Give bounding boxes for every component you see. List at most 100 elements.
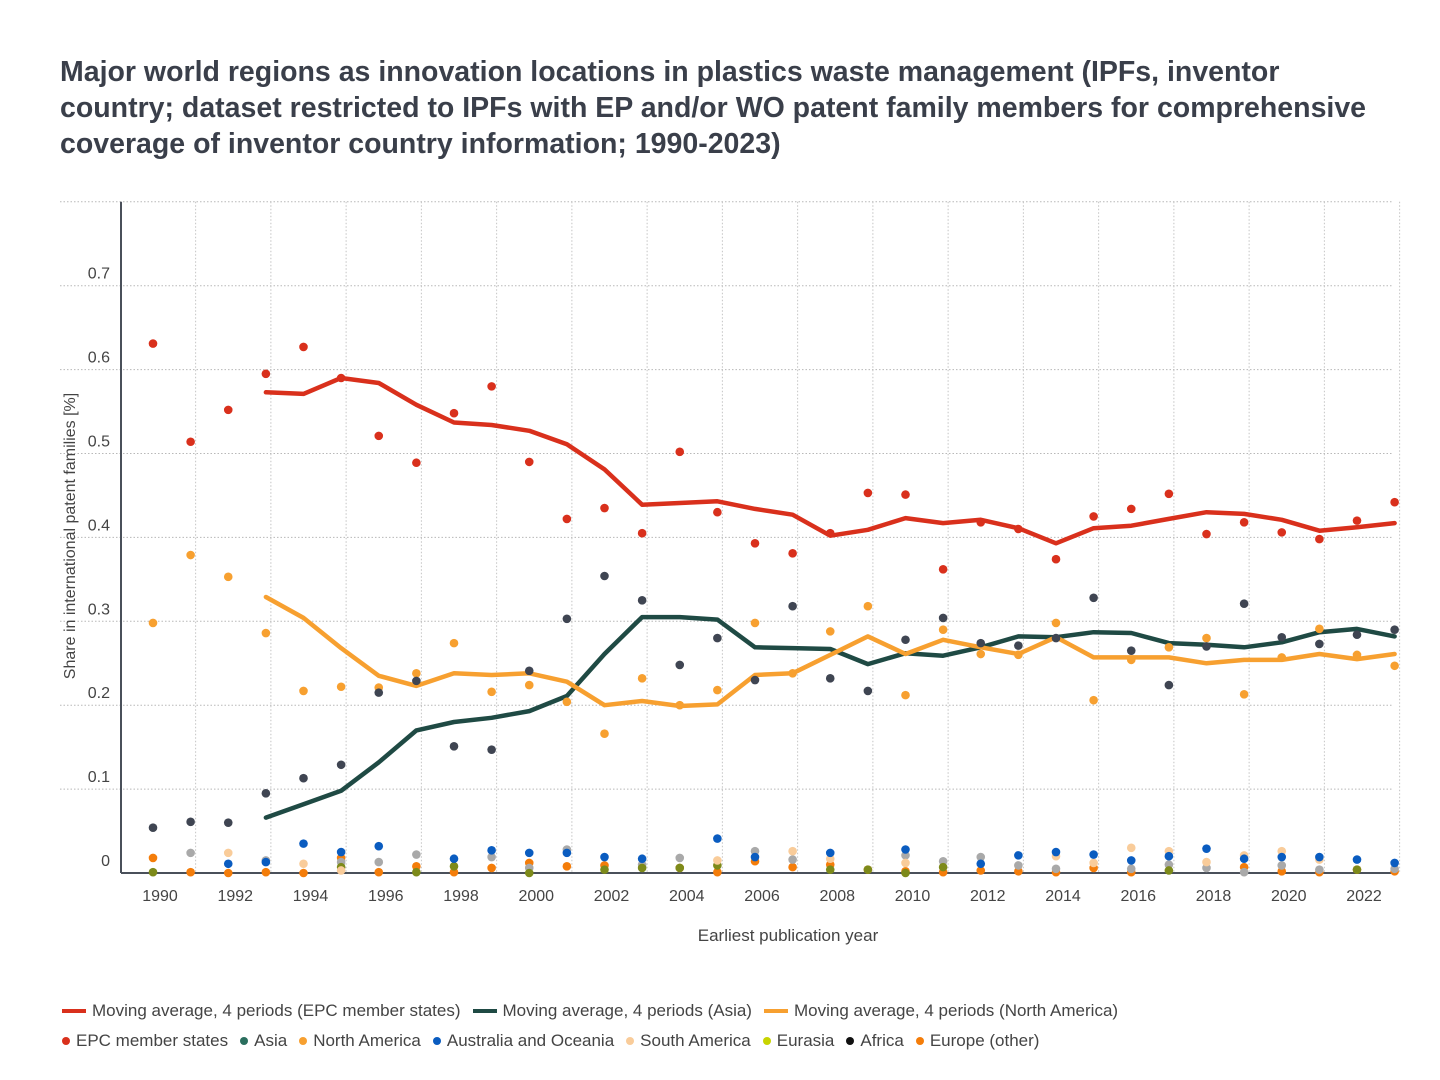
data-point (1089, 850, 1098, 859)
x-tick-label: 2004 (669, 888, 705, 905)
tick-labels: 00.10.20.30.40.50.60.7199019921994199619… (88, 266, 1382, 905)
data-point (901, 869, 910, 878)
legend-line-swatch (764, 1009, 788, 1013)
data-point (864, 489, 873, 498)
data-point (374, 842, 383, 851)
data-point (262, 789, 271, 798)
y-tick-label: 0.4 (88, 517, 110, 534)
x-tick-label: 1990 (142, 888, 178, 905)
data-point (675, 701, 684, 710)
legend-row-lines: Moving average, 4 periods (EPC member st… (62, 996, 1130, 1026)
legend-label: Europe (other) (930, 1031, 1040, 1051)
data-point (412, 868, 421, 877)
data-point (224, 573, 233, 582)
data-point (1127, 656, 1136, 665)
data-point (450, 409, 459, 418)
legend-label: South America (640, 1031, 751, 1051)
data-point (525, 849, 534, 858)
data-point (1353, 516, 1362, 525)
data-point (788, 549, 797, 558)
data-point (186, 868, 195, 877)
data-point (1240, 518, 1249, 527)
legend-item: Moving average, 4 periods (Asia) (473, 1001, 752, 1021)
y-tick-label: 0.6 (88, 350, 110, 367)
legend-label: North America (313, 1031, 421, 1051)
data-point (638, 596, 647, 605)
data-point (224, 859, 233, 868)
data-point (299, 839, 308, 848)
data-point (487, 382, 496, 391)
data-point (901, 845, 910, 854)
chart-plot: 00.10.20.30.40.50.60.7199019921994199619… (0, 0, 1440, 990)
data-point (1240, 854, 1249, 863)
moving-average-line (266, 617, 1395, 818)
data-point (1353, 651, 1362, 660)
data-point (1165, 643, 1174, 652)
x-tick-label: 2008 (819, 888, 855, 905)
data-point (337, 866, 346, 875)
data-point (901, 635, 910, 644)
legend: Moving average, 4 periods (EPC member st… (62, 996, 1130, 1056)
data-point (675, 854, 684, 863)
data-point (751, 619, 760, 628)
data-point (751, 539, 760, 548)
x-tick-label: 2014 (1045, 888, 1081, 905)
x-tick-label: 2012 (970, 888, 1006, 905)
data-point (1277, 653, 1286, 662)
data-point (901, 859, 910, 868)
x-tick-label: 2010 (895, 888, 931, 905)
data-point (713, 508, 722, 517)
data-point (224, 849, 233, 858)
x-tick-label: 2002 (594, 888, 630, 905)
data-point (864, 602, 873, 611)
data-point (1240, 690, 1249, 699)
legend-label: Moving average, 4 periods (Asia) (503, 1001, 752, 1021)
data-point (563, 849, 572, 858)
legend-dot-swatch (240, 1037, 248, 1045)
data-point (1315, 865, 1324, 874)
x-tick-label: 1994 (293, 888, 329, 905)
data-point (1089, 696, 1098, 705)
data-point (337, 760, 346, 769)
legend-dot-swatch (763, 1037, 771, 1045)
x-tick-label: 2000 (518, 888, 554, 905)
moving-average-lines (266, 378, 1395, 818)
data-point (1202, 530, 1211, 539)
data-point (412, 458, 421, 467)
data-point (1202, 844, 1211, 853)
data-point (826, 849, 835, 858)
data-point (337, 682, 346, 691)
data-point (149, 339, 158, 348)
legend-line-swatch (473, 1009, 497, 1013)
data-point (299, 869, 308, 878)
legend-item: Moving average, 4 periods (North America… (764, 1001, 1118, 1021)
data-point (638, 529, 647, 538)
data-point (713, 856, 722, 865)
legend-row-points: EPC member statesAsiaNorth AmericaAustra… (62, 1026, 1130, 1056)
data-point (299, 687, 308, 696)
legend-label: Eurasia (777, 1031, 835, 1051)
data-point (450, 639, 459, 648)
data-point (1014, 861, 1023, 870)
data-point (751, 676, 760, 685)
data-point (487, 846, 496, 855)
data-point (450, 854, 459, 863)
y-axis-label: Share in international patent families [… (62, 393, 79, 679)
data-point (1390, 859, 1399, 868)
data-point (1052, 555, 1061, 564)
x-tick-label: 2018 (1196, 888, 1232, 905)
data-point (1165, 866, 1174, 875)
data-point (1390, 661, 1399, 670)
data-point (1089, 512, 1098, 521)
x-tick-label: 1998 (443, 888, 479, 905)
legend-item: Europe (other) (916, 1031, 1040, 1051)
data-point (1014, 641, 1023, 650)
data-point (374, 858, 383, 867)
data-point (450, 862, 459, 871)
y-tick-label: 0.5 (88, 434, 110, 451)
data-point (600, 865, 609, 874)
data-point (149, 619, 158, 628)
data-point (1165, 681, 1174, 690)
data-point (299, 343, 308, 352)
data-point (976, 650, 985, 659)
